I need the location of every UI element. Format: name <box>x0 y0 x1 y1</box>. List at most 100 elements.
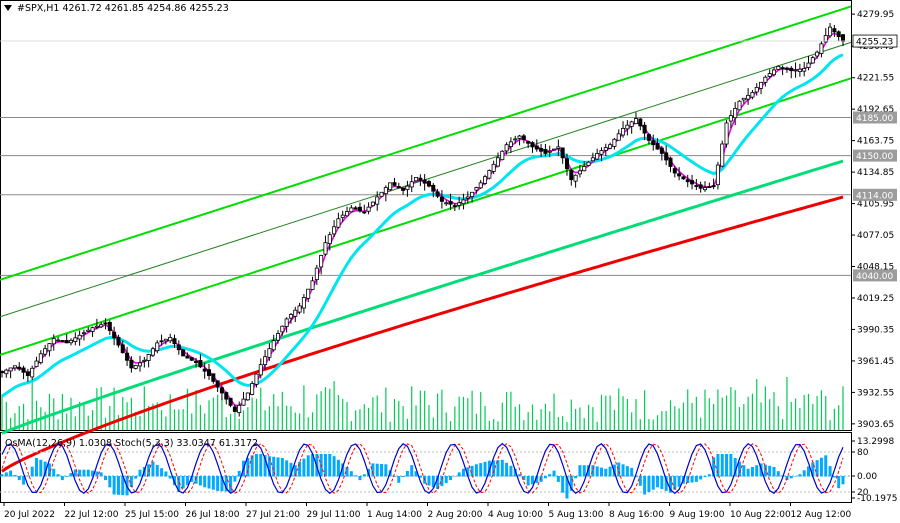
osma-bar <box>254 454 258 477</box>
candle-body <box>125 352 130 361</box>
indicator-label: OsMA(12,26,9) 1.0308 Stoch(5,3,3) 33.034… <box>5 438 258 449</box>
candle-body <box>759 81 764 89</box>
osma-bar <box>526 476 530 486</box>
osma-bar <box>276 457 280 477</box>
candle-body <box>534 145 539 150</box>
level-label: 4114.00 <box>856 191 893 201</box>
candle-body <box>30 367 35 378</box>
osma-bar <box>772 467 776 477</box>
close-value: 4255.23 <box>189 3 228 14</box>
candle-body <box>396 186 401 189</box>
osma-bar <box>500 459 504 477</box>
osma-bar <box>289 462 293 477</box>
osma-bar <box>341 463 345 477</box>
level-label: 4040.00 <box>856 272 893 282</box>
candle-body <box>332 226 337 235</box>
volume-bars <box>1 376 844 430</box>
osma-bar <box>30 466 34 477</box>
candle-body <box>245 392 250 401</box>
candle-body <box>159 340 164 343</box>
candle-body <box>530 142 535 148</box>
candle-body <box>215 380 220 388</box>
candle-body <box>802 68 807 72</box>
candle-body <box>323 242 328 255</box>
candle-body <box>457 202 462 206</box>
candle-body <box>595 153 600 160</box>
osma-bar <box>246 458 250 477</box>
osma-bar <box>582 465 586 477</box>
osma-bar <box>207 476 211 489</box>
osma-bar <box>556 476 560 482</box>
osma-bar <box>147 464 151 477</box>
candle-body <box>103 322 108 325</box>
osma-bar <box>306 455 310 477</box>
candle-body <box>836 31 841 37</box>
candle-body <box>426 181 431 187</box>
candle-body <box>621 127 626 136</box>
candle-body <box>8 367 13 372</box>
osma-bar <box>91 470 95 477</box>
osma-bar <box>17 476 21 481</box>
x-tick-label: 1 Aug 14:00 <box>367 510 422 520</box>
y-tick-label: 3990.35 <box>857 325 894 335</box>
osma-bar <box>380 464 384 477</box>
candle-body <box>241 398 246 406</box>
candle-body <box>64 340 69 344</box>
candle-body <box>336 218 341 228</box>
osma-bar <box>203 476 207 488</box>
osma-bar <box>552 470 556 477</box>
candle-body <box>681 176 686 180</box>
osma-bar <box>112 476 116 495</box>
osma-bar <box>647 476 651 493</box>
osma-bar <box>819 457 823 477</box>
candle-body <box>625 124 630 130</box>
level-label: 4185.00 <box>856 114 893 124</box>
y-tick-label: 4163.75 <box>857 137 894 147</box>
osma-bar <box>664 476 668 491</box>
stoch-signal-line <box>1 443 844 494</box>
candle-body <box>616 133 621 141</box>
osma-bar <box>621 464 625 477</box>
osma-bar <box>599 467 603 477</box>
candle-body <box>345 211 350 217</box>
osma-bar <box>444 476 448 484</box>
candle-body <box>474 187 479 191</box>
osma-bar <box>703 476 707 478</box>
candle-body <box>211 373 216 382</box>
candle-body <box>314 267 319 280</box>
candle-body <box>806 62 811 68</box>
candle-body <box>306 288 311 299</box>
candle-body <box>810 57 815 64</box>
candle-body <box>733 108 738 119</box>
candle-body <box>21 367 26 373</box>
osma-bar <box>362 474 366 477</box>
level-label-box <box>853 149 897 162</box>
candle-body <box>0 371 4 374</box>
osma-bar <box>233 476 237 482</box>
candle-body <box>4 369 9 375</box>
candle-body <box>771 69 776 76</box>
stoch-main-line <box>1 442 844 495</box>
candle-body <box>172 338 177 345</box>
candle-body <box>353 207 358 210</box>
osma-bar <box>151 461 155 477</box>
candle-body <box>405 185 410 190</box>
chart-header: #SPX,H1 4261.72 4261.85 4254.86 4255.23 <box>4 3 229 14</box>
collapse-triangle-icon[interactable] <box>4 5 12 11</box>
candle-body <box>513 138 518 141</box>
osma-bar <box>375 463 379 477</box>
x-tick-label: 29 Jul 11:00 <box>307 510 361 520</box>
candle-body <box>629 121 634 127</box>
candle-body <box>202 368 207 372</box>
osma-bar <box>651 476 655 490</box>
osma-bar <box>729 454 733 477</box>
candle-body <box>90 327 95 332</box>
osma-bar <box>798 474 802 477</box>
osma-bar <box>116 476 120 495</box>
osma-bar <box>293 465 297 477</box>
candle-body <box>366 206 371 212</box>
osma-bar <box>194 476 198 484</box>
osma-bar <box>60 476 64 481</box>
candle-body <box>120 344 125 354</box>
candle-body <box>823 35 828 43</box>
